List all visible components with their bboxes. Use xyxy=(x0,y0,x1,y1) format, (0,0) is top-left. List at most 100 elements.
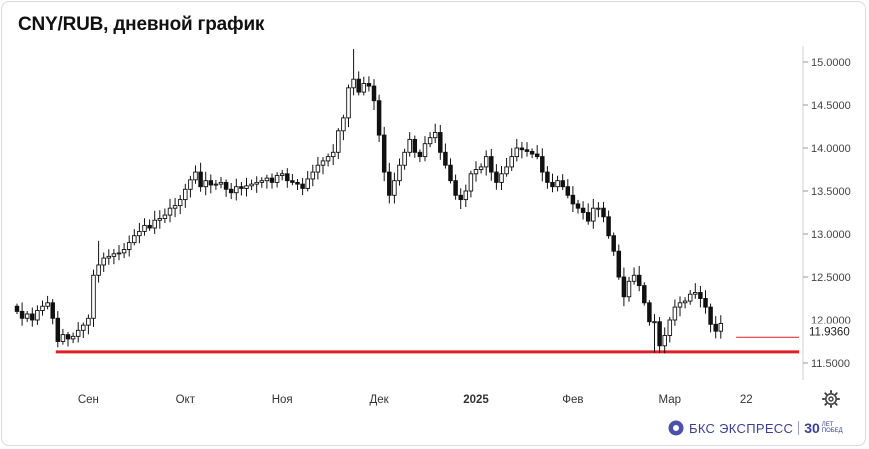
candle xyxy=(356,71,361,96)
candle xyxy=(550,173,555,193)
candle xyxy=(315,156,321,180)
candle-body xyxy=(203,180,208,188)
candle-body xyxy=(14,305,20,312)
candle-body xyxy=(366,83,372,87)
candle-body xyxy=(580,207,586,213)
candle-body xyxy=(208,180,214,186)
candle xyxy=(295,178,300,190)
candle xyxy=(218,177,224,189)
candle-body xyxy=(545,171,550,183)
candle xyxy=(40,300,45,316)
candle-body xyxy=(412,138,418,153)
candle-body xyxy=(463,190,469,201)
candle-body xyxy=(642,285,647,304)
candle-body xyxy=(509,156,514,168)
candle xyxy=(667,316,673,343)
candle xyxy=(172,198,178,218)
candle-body xyxy=(234,186,239,194)
candle-body xyxy=(96,264,101,276)
candle-body xyxy=(274,175,280,183)
candle xyxy=(137,222,142,244)
candle-body xyxy=(647,302,652,323)
candle-body xyxy=(75,329,81,337)
candle xyxy=(14,303,20,314)
candle-body xyxy=(565,186,571,196)
brand-divider xyxy=(798,421,800,435)
candle xyxy=(494,164,499,190)
candle xyxy=(249,179,254,191)
candle xyxy=(126,235,132,257)
candle xyxy=(489,148,494,181)
candle xyxy=(162,208,168,224)
candle xyxy=(152,210,157,234)
candle-body xyxy=(300,183,305,189)
candle-body xyxy=(223,181,229,190)
candle xyxy=(30,307,35,327)
candle xyxy=(325,153,331,167)
candle-body xyxy=(341,117,346,132)
candle xyxy=(682,297,688,309)
candle xyxy=(540,148,545,182)
candle-body xyxy=(213,183,219,186)
candle xyxy=(687,290,693,305)
candle-body xyxy=(106,255,112,259)
price-axis: 15.0000 14.5000 14.0000 13.5000 13.0000 12.50… xyxy=(802,46,862,380)
candle-body xyxy=(698,292,703,299)
candle-body xyxy=(381,134,387,173)
candle xyxy=(198,162,203,192)
candle-body xyxy=(35,310,40,321)
candle xyxy=(402,148,407,170)
candle-body xyxy=(585,212,591,222)
candle-body xyxy=(285,173,290,182)
candle xyxy=(228,182,234,200)
gear-icon[interactable] xyxy=(822,390,840,408)
candle-body xyxy=(713,323,718,332)
candle xyxy=(672,299,678,326)
candle-body xyxy=(30,313,35,321)
candle-body xyxy=(142,224,147,232)
candle xyxy=(524,142,530,157)
candle xyxy=(305,171,310,192)
candle xyxy=(208,174,214,194)
candle-body xyxy=(183,188,188,201)
candle-body xyxy=(91,274,96,319)
x-tick-label: Окт xyxy=(176,394,196,406)
candle xyxy=(580,201,586,220)
candle xyxy=(458,188,463,210)
candle xyxy=(86,314,91,335)
candle-body xyxy=(534,153,540,158)
candle xyxy=(346,84,351,128)
candle xyxy=(427,132,433,148)
candle-body xyxy=(601,207,606,218)
candle xyxy=(70,332,76,344)
y-tick-label: 13.5000 xyxy=(811,186,851,198)
candle-body xyxy=(478,166,484,170)
candle xyxy=(167,198,173,223)
candle-body xyxy=(468,173,474,192)
candle xyxy=(351,49,356,96)
candle-body xyxy=(320,160,326,166)
candle xyxy=(75,322,81,343)
candle-body xyxy=(295,181,300,185)
candle-body xyxy=(198,171,203,188)
candle-body xyxy=(60,334,66,342)
candle-body xyxy=(677,302,683,308)
candle-body xyxy=(116,252,122,255)
candle xyxy=(718,315,724,339)
candle-body xyxy=(636,274,642,287)
candle-body xyxy=(361,83,367,93)
candle xyxy=(336,128,341,159)
candle-body xyxy=(606,216,611,237)
candle xyxy=(397,158,402,186)
candle-body xyxy=(290,180,295,183)
candle-body xyxy=(351,78,356,89)
candle xyxy=(111,248,117,265)
candle xyxy=(601,201,606,223)
candle-body xyxy=(453,180,458,196)
y-tick-label: 13.0000 xyxy=(811,229,851,241)
time-axis: Сен Окт Ноя Дек 2025 Фев Мар 22 xyxy=(78,394,753,406)
candle-body xyxy=(55,317,61,342)
candle-body xyxy=(499,173,504,183)
candle xyxy=(269,173,275,189)
candle xyxy=(478,163,484,174)
